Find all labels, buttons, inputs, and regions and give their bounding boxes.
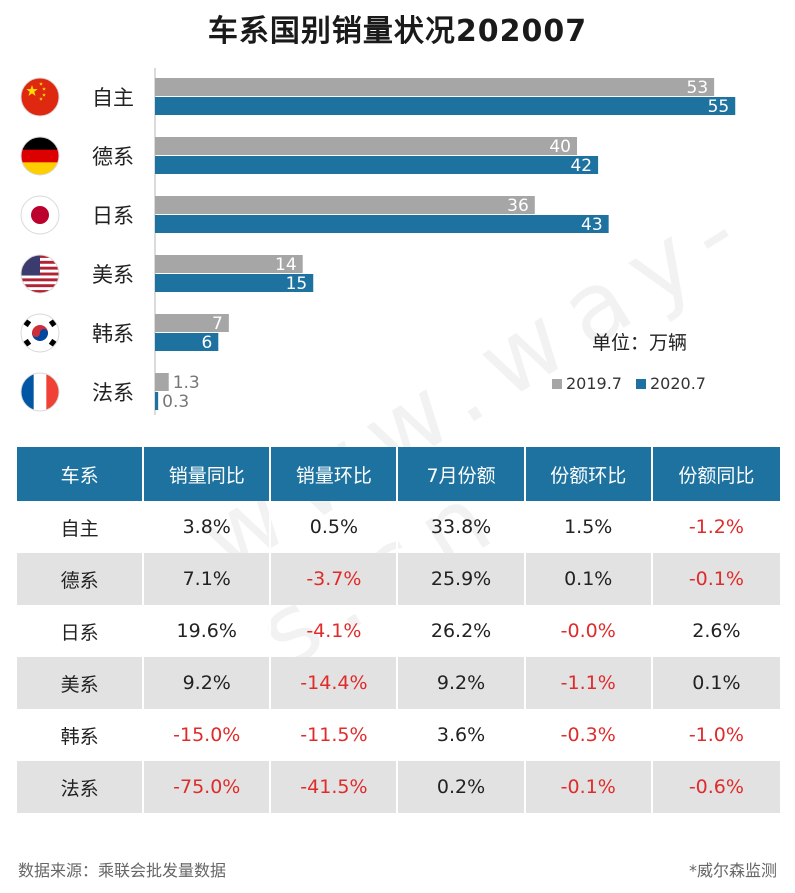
row-label-cell: 美系 [17, 657, 145, 709]
row-label-cell: 法系 [17, 761, 145, 813]
value-cell: -11.5% [271, 709, 399, 761]
credit-note: *威尔森监测 [688, 861, 777, 880]
value-cell: -0.1% [525, 761, 653, 813]
legend-item-2020: 2020.7 [635, 374, 706, 393]
value-cell: 3.8% [144, 501, 272, 553]
chart-legend: 2019.7 2020.7 [552, 374, 706, 393]
table-row: 法系 -75.0% -41.5% 0.2% -0.1% -0.6% [17, 761, 780, 813]
bar-2019 [155, 373, 169, 391]
value-cell: 33.8% [398, 501, 526, 553]
header-cell: 份额同比 [652, 447, 780, 501]
value-cell: 0.1% [525, 553, 653, 605]
header-cell: 7月份额 [398, 447, 526, 501]
header-cell: 销量环比 [271, 447, 399, 501]
category-label: 韩系 [92, 322, 134, 346]
value-cell: 25.9% [398, 553, 526, 605]
bar-2020 [155, 274, 314, 292]
data-label-2019: 36 [507, 196, 529, 216]
data-label-2019: 1.3 [173, 373, 200, 393]
data-label-2019: 14 [275, 255, 297, 275]
legend-item-2019: 2019.7 [552, 374, 622, 393]
legend-label-2020: 2020.7 [649, 374, 706, 393]
value-cell: -0.0% [526, 605, 653, 657]
data-label-2019: 53 [687, 78, 709, 98]
value-cell: 7.1% [144, 553, 272, 605]
unit-label: 单位：万辆 [592, 332, 688, 354]
value-cell: 3.6% [398, 709, 526, 761]
france-flag-icon [20, 372, 60, 412]
bar-2020 [155, 97, 736, 115]
stats-table: 车系 销量同比 销量环比 7月份额 份额环比 份额同比 自主 3.8% 0.5% 33… [17, 447, 780, 813]
korea-flag-icon [20, 313, 60, 353]
legend-label-2019: 2019.7 [566, 374, 622, 393]
bar-2020 [155, 215, 609, 233]
chart-title: 车系国别销量状况202007 [207, 14, 588, 49]
data-label-2020: 42 [570, 156, 592, 176]
row-label-cell: 韩系 [17, 709, 145, 761]
value-cell: 1.5% [526, 501, 653, 553]
table-row: 美系 9.2% -14.4% 9.2% -1.1% 0.1% [17, 657, 780, 709]
value-cell: -41.5% [271, 761, 399, 813]
bar-2019 [155, 314, 229, 332]
category-label: 自主 [92, 86, 134, 110]
category-label: 美系 [92, 263, 134, 287]
bar-2020 [155, 333, 219, 351]
value-cell: -1.2% [688, 516, 744, 538]
usa-flag-icon [20, 254, 60, 294]
category-label: 日系 [92, 204, 134, 228]
source-note: 数据来源：乘联会批发量数据 [18, 861, 227, 880]
bar-2020 [155, 392, 159, 410]
data-label-2020: 55 [708, 97, 730, 117]
china-flag-icon [20, 77, 60, 117]
table-row: 自主 3.8% 0.5% 33.8% 1.5% -1.2% [17, 501, 780, 553]
value-cell: -75.0% [144, 761, 272, 813]
value-cell: -0.6% [652, 761, 780, 813]
row-label-cell: 自主 [17, 501, 145, 553]
value-cell: 19.6% [144, 605, 272, 657]
value-cell: 9.2% [144, 657, 272, 709]
data-label-2020: 15 [286, 274, 308, 294]
legend-swatch-2019 [552, 378, 562, 389]
value-cell: 0.5% [271, 501, 399, 553]
value-cell: 2.6% [692, 620, 741, 642]
legend-swatch-2020 [635, 378, 646, 389]
value-cell: -1.1% [525, 657, 653, 709]
value-cell: -14.4% [271, 657, 399, 709]
value-cell: -15.0% [144, 709, 272, 761]
header-cell: 车系 [17, 447, 145, 501]
value-cell: 9.2% [398, 657, 526, 709]
category-label: 法系 [92, 381, 134, 405]
value-cell: 26.2% [398, 605, 526, 657]
japan-flag-icon [20, 195, 60, 235]
bar-2020 [155, 156, 599, 174]
header-cell: 份额环比 [525, 447, 653, 501]
germany-flag-icon [20, 136, 60, 176]
bar-2019 [155, 78, 715, 96]
value-cell: -0.1% [652, 553, 780, 605]
value-cell: -4.1% [271, 605, 399, 657]
row-label-cell: 日系 [17, 605, 145, 657]
data-label-2019: 40 [549, 137, 571, 157]
category-label: 德系 [92, 145, 134, 169]
data-label-2019: 7 [212, 314, 223, 334]
data-label-2020: 6 [201, 333, 212, 353]
table-header-row: 车系 销量同比 销量环比 7月份额 份额环比 份额同比 [17, 447, 780, 501]
value-cell: -1.0% [688, 724, 744, 746]
bar-2019 [155, 255, 303, 273]
value-cell: -0.3% [526, 709, 653, 761]
data-label-2020: 43 [581, 215, 603, 235]
bar-2019 [155, 196, 535, 214]
bar-2019 [155, 137, 577, 155]
row-label-cell: 德系 [17, 553, 145, 605]
data-label-2020: 0.3 [162, 392, 189, 412]
table-row: 日系 19.6% -4.1% 26.2% -0.0% 2.6% [17, 605, 780, 657]
value-cell: -3.7% [271, 553, 399, 605]
value-cell: 0.2% [398, 761, 526, 813]
value-cell: 0.1% [652, 657, 780, 709]
table-row: 韩系 -15.0% -11.5% 3.6% -0.3% -1.0% [17, 709, 780, 761]
header-cell: 销量同比 [144, 447, 272, 501]
table-row: 德系 7.1% -3.7% 25.9% 0.1% -0.1% [17, 553, 780, 605]
